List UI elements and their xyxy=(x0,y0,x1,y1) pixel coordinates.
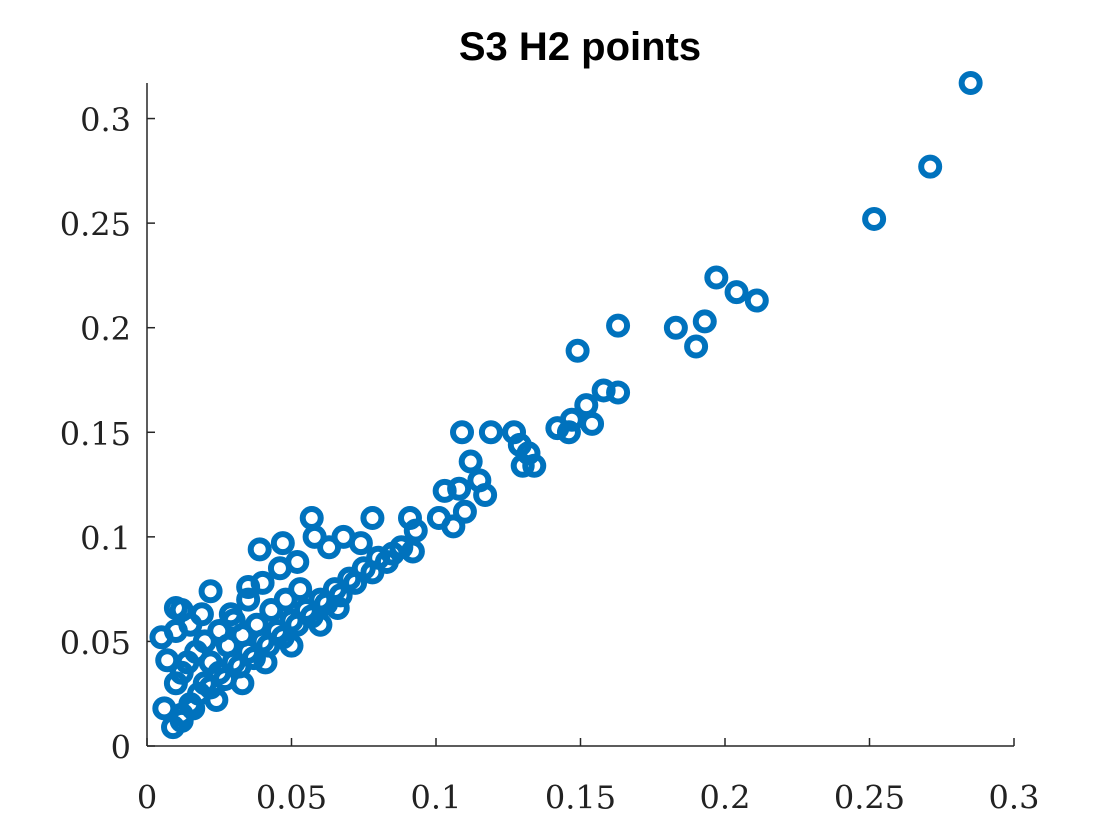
point xyxy=(704,265,729,290)
point xyxy=(181,696,206,721)
point xyxy=(253,650,278,675)
point xyxy=(606,313,631,338)
y-tick-label: 0 xyxy=(111,729,131,767)
x-tick-label: 0.1 xyxy=(411,779,462,817)
point xyxy=(169,660,194,685)
x-tick-label: 0.05 xyxy=(256,779,327,817)
point xyxy=(247,537,272,562)
point xyxy=(279,633,304,658)
point xyxy=(452,499,477,524)
point xyxy=(606,380,631,405)
point xyxy=(250,570,275,595)
y-tick-label: 0.1 xyxy=(80,519,131,557)
point xyxy=(236,587,261,612)
point xyxy=(478,420,503,445)
y-tick-label: 0.2 xyxy=(80,310,131,348)
chart-title: S3 H2 points xyxy=(459,25,701,69)
point xyxy=(450,420,475,445)
point xyxy=(510,453,535,478)
x-tick-label: 0.15 xyxy=(545,779,616,817)
x-tick-label: 0.3 xyxy=(989,779,1040,817)
point xyxy=(288,577,313,602)
point xyxy=(473,483,498,508)
point xyxy=(360,506,385,531)
point xyxy=(230,671,255,696)
point xyxy=(958,71,983,95)
point xyxy=(684,334,709,359)
point xyxy=(522,453,547,478)
point xyxy=(580,411,605,436)
point xyxy=(556,420,581,445)
point xyxy=(591,378,616,403)
point xyxy=(441,514,466,539)
point xyxy=(432,478,457,503)
point xyxy=(198,579,223,604)
point xyxy=(663,315,688,340)
point xyxy=(244,612,269,637)
point xyxy=(724,280,749,305)
point xyxy=(744,288,769,313)
x-tick-label: 0.2 xyxy=(700,779,751,817)
point xyxy=(458,449,483,474)
point xyxy=(565,338,590,363)
point xyxy=(204,687,229,712)
point xyxy=(348,531,373,556)
point xyxy=(692,309,717,334)
point xyxy=(163,618,188,643)
y-tick-label: 0.3 xyxy=(80,101,131,139)
point xyxy=(545,416,570,441)
point xyxy=(389,535,414,560)
y-tick-label: 0.05 xyxy=(60,624,131,662)
y-tick-label: 0.15 xyxy=(60,415,131,453)
y-tick-label: 0.25 xyxy=(60,206,131,244)
point xyxy=(198,650,223,675)
point xyxy=(862,206,887,231)
point xyxy=(317,535,342,560)
point xyxy=(308,612,333,637)
x-tick-label: 0 xyxy=(137,779,157,817)
point xyxy=(270,531,295,556)
point xyxy=(267,556,292,581)
point xyxy=(447,476,472,501)
point xyxy=(169,708,194,733)
point xyxy=(325,595,350,620)
point xyxy=(403,518,428,543)
x-tick-label: 0.25 xyxy=(834,779,905,817)
point xyxy=(918,154,943,179)
